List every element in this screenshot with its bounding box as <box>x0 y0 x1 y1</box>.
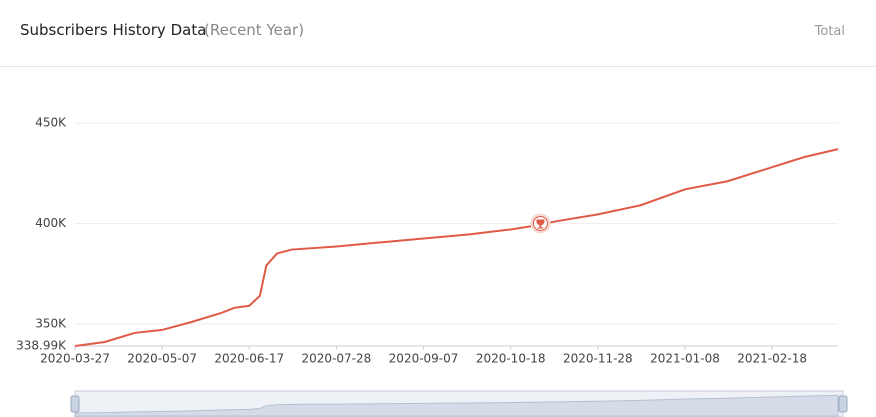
line <box>74 148 839 347</box>
x-tick-label: 2021-02-18 <box>737 352 807 366</box>
trophy-icon <box>536 219 545 229</box>
subtitle: (Recent Year) <box>204 21 305 39</box>
x-tick-label: 2020-03-27 <box>40 352 110 366</box>
x-tick-label: 2020-10-18 <box>476 352 546 366</box>
y-tick-label: 400K <box>35 216 67 230</box>
x-tick-label: 2020-09-07 <box>389 352 459 366</box>
x-tick-label: 2020-07-28 <box>302 352 372 366</box>
total-button[interactable]: Total <box>814 24 845 39</box>
x-tick-label: 2020-06-17 <box>214 352 284 366</box>
y-tick-label: 450K <box>35 116 67 130</box>
y-tick-label: 350K <box>35 316 67 330</box>
y-tick-label: 338.99K <box>16 339 67 353</box>
zoom-handle[interactable] <box>70 395 80 413</box>
x-tick-label: 2020-11-28 <box>563 352 633 366</box>
header: Subscribers History Data (Recent Year) T… <box>0 0 876 67</box>
title: Subscribers History Data <box>20 21 207 39</box>
zoom-preview <box>74 394 839 417</box>
x-tick-label: 2021-01-08 <box>650 352 720 366</box>
x-tick-label: 2020-05-07 <box>127 352 197 366</box>
milestone-marker <box>530 213 551 234</box>
zoom-handle[interactable] <box>838 395 848 413</box>
